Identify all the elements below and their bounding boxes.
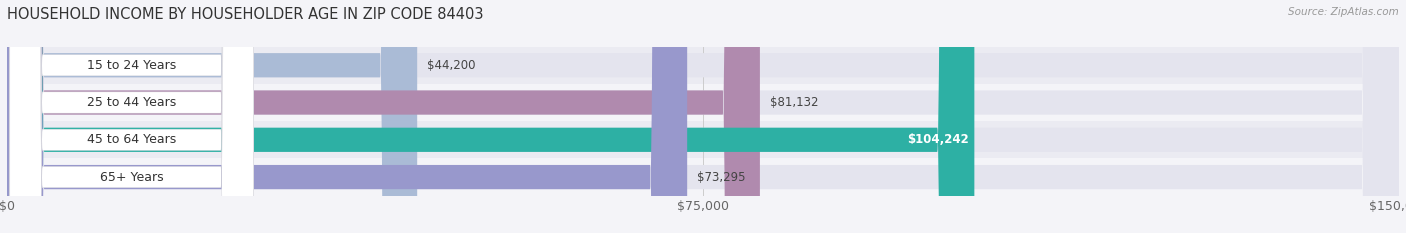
FancyBboxPatch shape (7, 84, 1399, 121)
Text: HOUSEHOLD INCOME BY HOUSEHOLDER AGE IN ZIP CODE 84403: HOUSEHOLD INCOME BY HOUSEHOLDER AGE IN Z… (7, 7, 484, 22)
Text: Source: ZipAtlas.com: Source: ZipAtlas.com (1288, 7, 1399, 17)
Text: 25 to 44 Years: 25 to 44 Years (87, 96, 176, 109)
FancyBboxPatch shape (7, 121, 1399, 158)
FancyBboxPatch shape (7, 47, 1399, 84)
Text: 45 to 64 Years: 45 to 64 Years (87, 133, 176, 146)
Text: 15 to 24 Years: 15 to 24 Years (87, 59, 176, 72)
Text: $73,295: $73,295 (697, 171, 745, 184)
FancyBboxPatch shape (7, 0, 688, 233)
FancyBboxPatch shape (7, 0, 759, 233)
FancyBboxPatch shape (10, 0, 253, 233)
FancyBboxPatch shape (10, 0, 253, 233)
FancyBboxPatch shape (7, 0, 1399, 233)
Text: $44,200: $44,200 (427, 59, 475, 72)
FancyBboxPatch shape (10, 0, 253, 233)
FancyBboxPatch shape (7, 158, 1399, 196)
FancyBboxPatch shape (10, 0, 253, 233)
FancyBboxPatch shape (7, 0, 1399, 233)
Text: $104,242: $104,242 (907, 133, 969, 146)
Text: $81,132: $81,132 (769, 96, 818, 109)
FancyBboxPatch shape (7, 0, 1399, 233)
FancyBboxPatch shape (7, 0, 418, 233)
FancyBboxPatch shape (7, 0, 974, 233)
FancyBboxPatch shape (7, 0, 1399, 233)
Text: 65+ Years: 65+ Years (100, 171, 163, 184)
